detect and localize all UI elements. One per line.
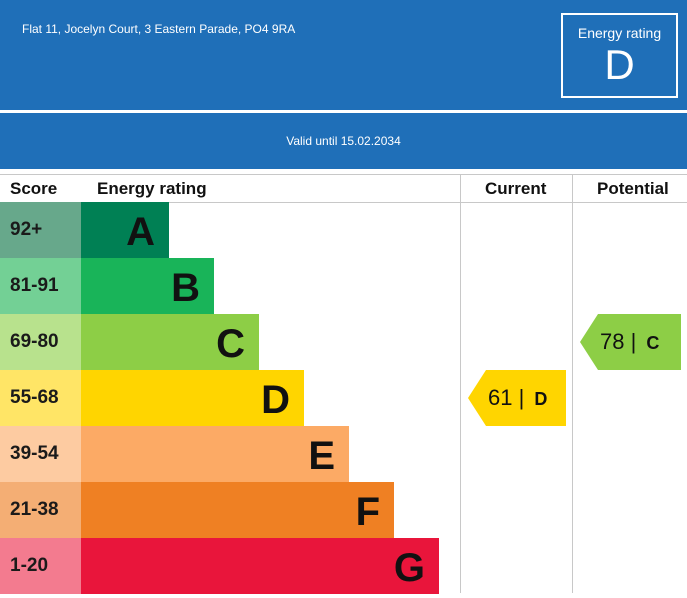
score-range-b: 81-91: [0, 258, 81, 314]
score-range-d: 55-68: [0, 370, 81, 426]
validity-text: Valid until 15.02.2034: [286, 134, 401, 148]
potential-rating-letter: C: [646, 333, 660, 353]
rating-band-g: G: [81, 538, 439, 594]
rating-band-d: D: [81, 370, 304, 426]
current-marker-label: 61 | D: [488, 370, 547, 426]
rating-band-b: B: [81, 258, 214, 314]
rating-band-e: E: [81, 426, 349, 482]
column-header-potential: Potential: [597, 179, 669, 198]
validity-bar: Valid until 15.02.2034: [0, 113, 687, 169]
score-range-c: 69-80: [0, 314, 81, 370]
rating-band-f: F: [81, 482, 394, 538]
potential-column-divider: [572, 174, 573, 593]
score-range-e: 39-54: [0, 426, 81, 482]
current-marker-arrow: [468, 370, 566, 426]
current-score-value: 61 |: [488, 385, 525, 410]
energy-rating-label: Energy rating: [577, 25, 662, 41]
current-rating-marker: 61 | D: [468, 370, 566, 426]
header-panel: Flat 11, Jocelyn Court, 3 Eastern Parade…: [0, 0, 687, 110]
column-header-current: Current: [485, 179, 547, 198]
energy-rating-chart: Score Energy rating Current Potential 92…: [0, 174, 687, 594]
score-range-g: 1-20: [0, 538, 81, 594]
potential-marker-shape: [580, 314, 681, 370]
header-top-line: [0, 174, 687, 175]
potential-score-value: 78 |: [600, 329, 637, 354]
rating-band-a: A: [81, 202, 169, 258]
potential-marker-label: 78 | C: [600, 314, 659, 370]
header-bottom-line: [0, 202, 687, 203]
potential-rating-marker: 78 | C: [580, 314, 681, 370]
rating-band-c: C: [81, 314, 259, 370]
score-range-f: 21-38: [0, 482, 81, 538]
current-marker-shape: [468, 370, 566, 426]
column-header-score: Score: [10, 179, 58, 198]
column-header-energy-rating: Energy rating: [97, 179, 207, 198]
current-column-divider: [460, 174, 461, 593]
score-range-a: 92+: [0, 202, 81, 258]
potential-marker-arrow: [580, 314, 681, 370]
current-rating-letter: D: [534, 389, 548, 409]
property-address: Flat 11, Jocelyn Court, 3 Eastern Parade…: [22, 22, 296, 36]
energy-rating-box: Energy rating D: [561, 13, 678, 98]
energy-rating-letter: D: [604, 41, 635, 88]
